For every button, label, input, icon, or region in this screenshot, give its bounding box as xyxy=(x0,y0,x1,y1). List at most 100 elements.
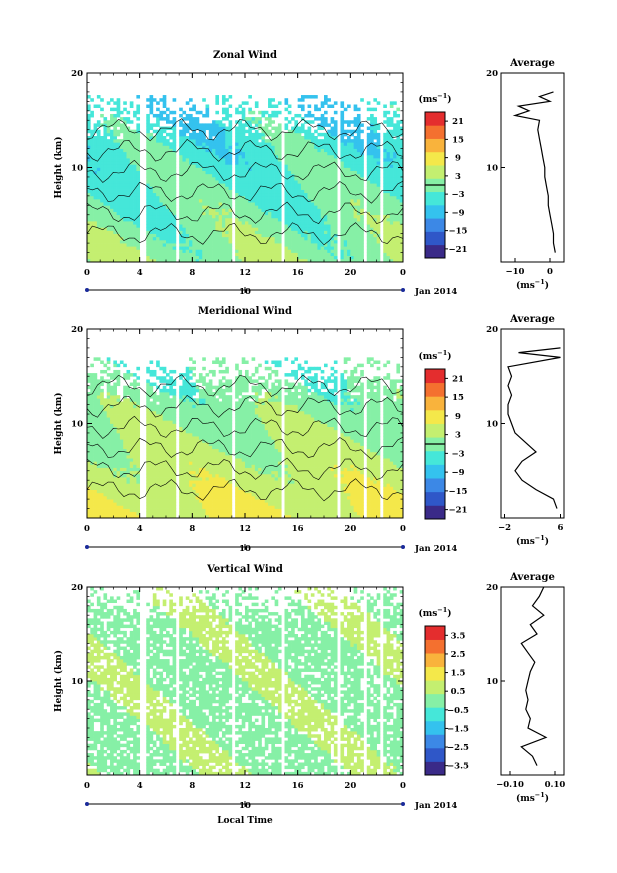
heatmap-cell xyxy=(218,189,223,194)
heatmap-cell xyxy=(251,202,256,206)
heatmap-cell xyxy=(123,410,127,415)
heatmap-cell xyxy=(156,243,160,247)
heatmap-cell xyxy=(90,420,94,424)
heatmap-cell xyxy=(399,192,403,197)
heatmap-cell xyxy=(123,489,127,494)
heatmap-cell xyxy=(133,136,137,140)
heatmap-cell xyxy=(103,180,108,184)
heatmap-cell xyxy=(261,132,266,137)
heatmap-cell xyxy=(133,258,137,262)
heatmap-cell xyxy=(399,233,403,238)
heatmap-cell xyxy=(129,373,134,377)
heatmap-cell xyxy=(93,252,98,257)
heatmap-cell xyxy=(87,429,91,434)
heatmap-cell xyxy=(271,189,275,194)
heatmap-cell xyxy=(356,113,361,118)
heatmap-cell xyxy=(235,161,239,165)
heatmap-cell xyxy=(317,145,322,149)
heatmap-cell xyxy=(300,136,305,140)
heatmap-cell xyxy=(205,154,210,159)
heatmap-cell xyxy=(304,186,308,190)
heatmap-cell xyxy=(251,205,256,209)
heatmap-cell xyxy=(360,205,364,209)
heatmap-cell xyxy=(327,258,331,262)
heatmap-cell xyxy=(314,170,318,175)
heatmap-cell xyxy=(129,217,134,222)
heatmap-cell xyxy=(360,170,364,175)
heatmap-cell xyxy=(159,239,164,244)
heatmap-cell xyxy=(218,132,223,137)
heatmap-cell xyxy=(87,123,91,127)
heatmap-cell xyxy=(254,233,259,238)
heatmap-cell xyxy=(274,173,279,178)
heatmap-cell xyxy=(386,205,391,209)
heatmap-cell xyxy=(192,246,196,250)
heatmap-cell xyxy=(324,214,328,219)
average-y-tick-label: 10 xyxy=(486,164,498,174)
heatmap-cell xyxy=(129,477,134,481)
heatmap-cell xyxy=(189,230,193,234)
heatmap-cell xyxy=(235,180,239,184)
heatmap-cell xyxy=(146,249,150,253)
heatmap-cell xyxy=(241,211,246,216)
heatmap-cell xyxy=(202,180,206,184)
heatmap-cell xyxy=(215,167,220,171)
heatmap-cell xyxy=(386,208,391,212)
heatmap-cell xyxy=(310,236,315,241)
heatmap-cell xyxy=(274,192,279,197)
heatmap-cell xyxy=(386,214,391,219)
heatmap-cell xyxy=(228,217,233,222)
heatmap-cell xyxy=(317,211,322,216)
heatmap-cell xyxy=(149,95,154,99)
heatmap-cell xyxy=(133,505,137,509)
heatmap-cell xyxy=(225,224,229,228)
heatmap-cell xyxy=(386,180,391,184)
heatmap-cell xyxy=(238,161,243,165)
heatmap-cell xyxy=(347,164,351,168)
heatmap-cell xyxy=(215,170,220,175)
heatmap-cell xyxy=(268,189,272,194)
heatmap-cell xyxy=(261,142,266,146)
heatmap-cell xyxy=(189,167,193,171)
heatmap-cell xyxy=(320,258,325,262)
heatmap-cell xyxy=(103,205,108,209)
heatmap-cell xyxy=(254,243,259,247)
heatmap-cell xyxy=(90,132,94,137)
heatmap-cell xyxy=(189,205,193,209)
heatmap-cell xyxy=(129,417,134,421)
heatmap-cell xyxy=(172,173,177,178)
heatmap-cell xyxy=(198,224,203,228)
heatmap-cell xyxy=(198,249,203,253)
heatmap-cell xyxy=(179,224,183,228)
heatmap-cell xyxy=(271,236,275,241)
heatmap-cell xyxy=(225,239,229,244)
heatmap-cell xyxy=(274,227,279,231)
heatmap-cell xyxy=(113,502,117,506)
heatmap-cell xyxy=(245,236,249,241)
heatmap-cell xyxy=(347,154,351,159)
heatmap-cell xyxy=(90,436,94,440)
heatmap-cell xyxy=(208,158,213,162)
heatmap-cell xyxy=(146,158,150,162)
heatmap-cell xyxy=(113,492,117,497)
heatmap-cell xyxy=(106,473,111,478)
heatmap-cell xyxy=(156,249,160,253)
heatmap-cell xyxy=(353,230,358,234)
heatmap-cell xyxy=(149,252,154,257)
heatmap-cell xyxy=(116,499,121,503)
heatmap-cell xyxy=(393,233,397,238)
heatmap-cell xyxy=(116,192,121,197)
heatmap-cell xyxy=(297,161,302,165)
heatmap-cell xyxy=(90,514,94,518)
heatmap-cell xyxy=(356,107,361,112)
heatmap-cell xyxy=(297,129,302,134)
heatmap-cell xyxy=(291,252,295,257)
heatmap-cell xyxy=(185,217,190,222)
heatmap-cell xyxy=(208,142,213,146)
heatmap-cell xyxy=(261,192,266,197)
heatmap-cell xyxy=(182,129,187,134)
heatmap-cell xyxy=(373,236,378,241)
heatmap-cell xyxy=(238,183,243,187)
heatmap-cell xyxy=(396,243,401,247)
heatmap-cell xyxy=(360,252,364,257)
